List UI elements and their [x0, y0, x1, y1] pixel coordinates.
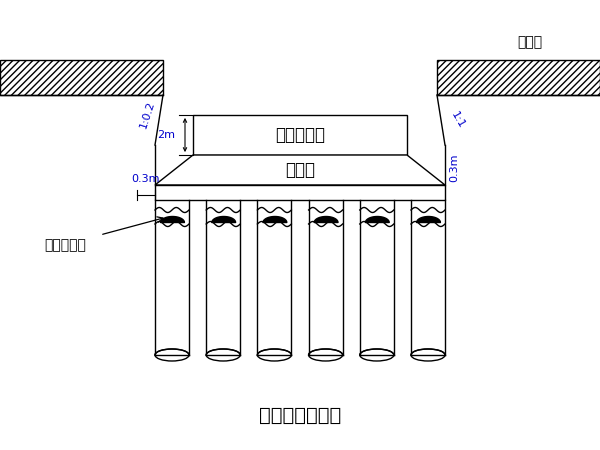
- Text: 2m: 2m: [157, 130, 175, 140]
- Polygon shape: [155, 185, 445, 200]
- Text: 框构桥基础: 框构桥基础: [275, 126, 325, 144]
- Text: 原地面: 原地面: [517, 35, 542, 49]
- Polygon shape: [0, 60, 163, 95]
- Text: 水泥搞拌档: 水泥搞拌档: [44, 238, 86, 252]
- Text: 沙垫层: 沙垫层: [285, 161, 315, 179]
- Polygon shape: [155, 155, 445, 185]
- Ellipse shape: [308, 349, 343, 361]
- Polygon shape: [437, 60, 600, 95]
- Ellipse shape: [411, 349, 445, 361]
- Ellipse shape: [360, 349, 394, 361]
- Ellipse shape: [206, 349, 240, 361]
- Text: 0.3m: 0.3m: [132, 174, 160, 184]
- Ellipse shape: [155, 349, 189, 361]
- Ellipse shape: [257, 349, 292, 361]
- Text: 基坑开挖示意图: 基坑开挖示意图: [259, 405, 341, 424]
- Text: 1:1: 1:1: [449, 110, 466, 130]
- Text: 0.3m: 0.3m: [449, 154, 459, 182]
- Polygon shape: [193, 115, 407, 155]
- Text: 1:0.2: 1:0.2: [138, 100, 156, 130]
